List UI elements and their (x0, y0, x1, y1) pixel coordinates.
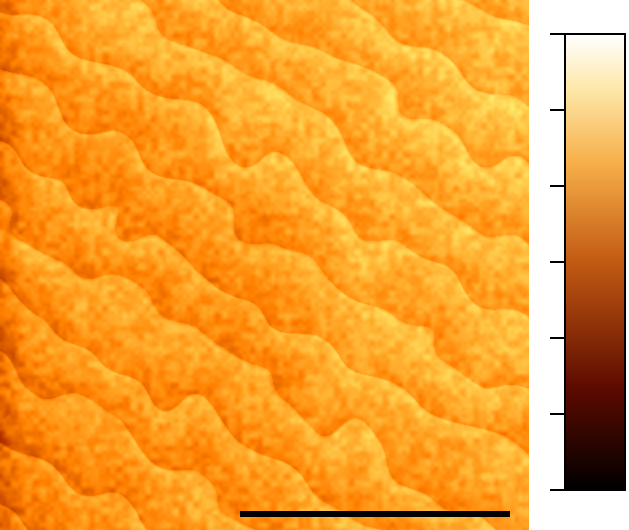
colorbar-ticks (550, 33, 564, 491)
height-colorbar (536, 30, 629, 494)
scale-bar (240, 511, 510, 517)
afm-height-map-image (0, 0, 529, 530)
colorbar-gradient (564, 33, 626, 491)
